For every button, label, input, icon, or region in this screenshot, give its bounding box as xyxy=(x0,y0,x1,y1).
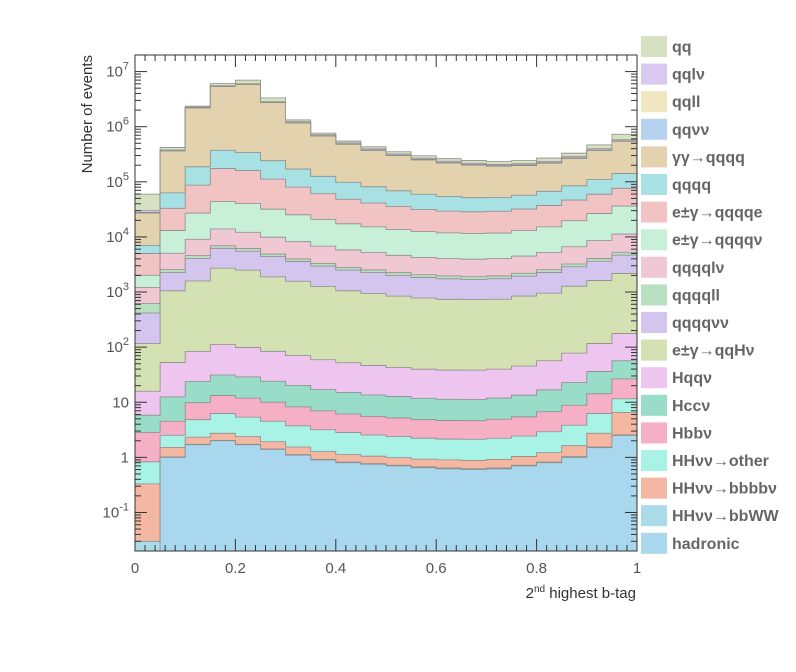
legend-label-5: Hccν xyxy=(672,398,710,415)
x-axis: 0 0.2 0.4 0.6 0.8 1 xyxy=(131,55,641,577)
legend-swatch-9 xyxy=(641,284,667,306)
y-tick-label-4: 103 xyxy=(106,281,129,301)
legend-swatch-6 xyxy=(641,367,667,389)
legend-swatch-12 xyxy=(641,201,667,223)
legend-label-6: Hqqν xyxy=(672,370,712,387)
legend-label-1: HHνν→bbWW xyxy=(672,508,780,525)
legend-swatch-8 xyxy=(641,312,667,333)
legend-swatch-16 xyxy=(641,91,667,113)
legend-swatch-5 xyxy=(641,394,667,416)
legend-label-10: qqqqlν xyxy=(672,260,725,277)
x-axis-title-sup: nd xyxy=(534,584,545,595)
y-tick-base: 10 xyxy=(106,64,123,81)
legend-label-12: e±γ→qqqqe xyxy=(672,205,763,222)
legend-swatch-10 xyxy=(641,256,667,278)
legend-label-4: Hbbν xyxy=(672,425,712,442)
legend-swatch-18 xyxy=(641,36,667,57)
legend-swatch-17 xyxy=(641,63,667,85)
y-tick-base: 10 xyxy=(106,339,123,356)
y-tick-base: 10 xyxy=(106,284,123,301)
legend-swatch-14 xyxy=(641,146,667,168)
legend-swatch-13 xyxy=(641,174,667,195)
stack-layer xyxy=(134,79,638,552)
legend-label-11: e±γ→qqqqν xyxy=(672,232,763,249)
y-axis-title: Number of events xyxy=(79,55,96,173)
legend-label-3: HHνν→other xyxy=(672,453,769,470)
x-tick-label-3: 0.6 xyxy=(426,560,447,577)
x-axis-title: 2nd highest b-tag xyxy=(526,584,636,602)
y-tick-exponent: 4 xyxy=(123,226,129,238)
x-axis-title-rest: highest b-tag xyxy=(545,585,636,602)
y-tick-label-1: 1 xyxy=(121,449,129,466)
y-tick-base: 1 xyxy=(121,449,129,466)
y-tick-base: 10 xyxy=(112,394,129,411)
x-tick-label-5: 1 xyxy=(633,560,641,577)
y-tick-base: 10 xyxy=(106,174,123,191)
x-tick-label-1: 0.2 xyxy=(225,560,246,577)
y-tick-base: 10 xyxy=(106,119,123,136)
y-tick-label-7: 106 xyxy=(106,116,129,136)
y-tick-label-2: 10 xyxy=(112,394,129,411)
y-tick-label-5: 104 xyxy=(106,226,129,246)
x-tick-label-2: 0.4 xyxy=(325,560,346,577)
y-tick-label-0: 10-1 xyxy=(103,501,129,521)
legend-label-7: e±γ→qqHν xyxy=(672,343,755,360)
legend-swatch-15 xyxy=(641,118,667,140)
legend-label-2: HHνν→bbbbν xyxy=(672,481,777,498)
y-tick-label-3: 102 xyxy=(106,336,129,356)
y-tick-exponent: 5 xyxy=(123,171,129,183)
legend-swatch-4 xyxy=(641,422,667,444)
y-tick-exponent: 3 xyxy=(123,281,129,293)
legend: qqqqlνqqllqqννγγ→qqqqqqqqe±γ→qqqqee±γ→qq… xyxy=(641,36,780,554)
legend-label-8: qqqqνν xyxy=(672,315,729,332)
y-tick-base: 10 xyxy=(103,504,120,521)
legend-label-13: qqqq xyxy=(672,177,711,194)
x-axis-title-base: 2 xyxy=(526,585,534,602)
legend-swatch-2 xyxy=(641,477,667,499)
legend-label-17: qqlν xyxy=(672,67,705,84)
x-tick-label-4: 0.8 xyxy=(526,560,547,577)
series-0-fill xyxy=(135,435,638,552)
legend-label-15: qqνν xyxy=(672,122,709,139)
legend-swatch-0 xyxy=(641,532,667,554)
y-tick-exponent: 6 xyxy=(123,116,129,128)
y-tick-base: 10 xyxy=(106,229,123,246)
legend-label-0: hadronic xyxy=(672,536,740,553)
y-tick-label-6: 105 xyxy=(106,171,129,191)
legend-swatch-7 xyxy=(641,339,667,361)
legend-swatch-1 xyxy=(641,505,667,527)
legend-swatch-11 xyxy=(641,229,667,251)
y-tick-exponent: -1 xyxy=(119,501,129,513)
y-tick-exponent: 2 xyxy=(123,336,129,348)
legend-swatch-3 xyxy=(641,450,667,471)
legend-label-18: qq xyxy=(672,39,692,56)
legend-label-14: γγ→qqqq xyxy=(672,149,745,166)
x-tick-label-0: 0 xyxy=(131,560,139,577)
y-tick-label-8: 107 xyxy=(106,61,129,81)
y-tick-exponent: 7 xyxy=(123,61,129,73)
legend-label-16: qqll xyxy=(672,94,700,111)
legend-label-9: qqqqll xyxy=(672,287,720,304)
